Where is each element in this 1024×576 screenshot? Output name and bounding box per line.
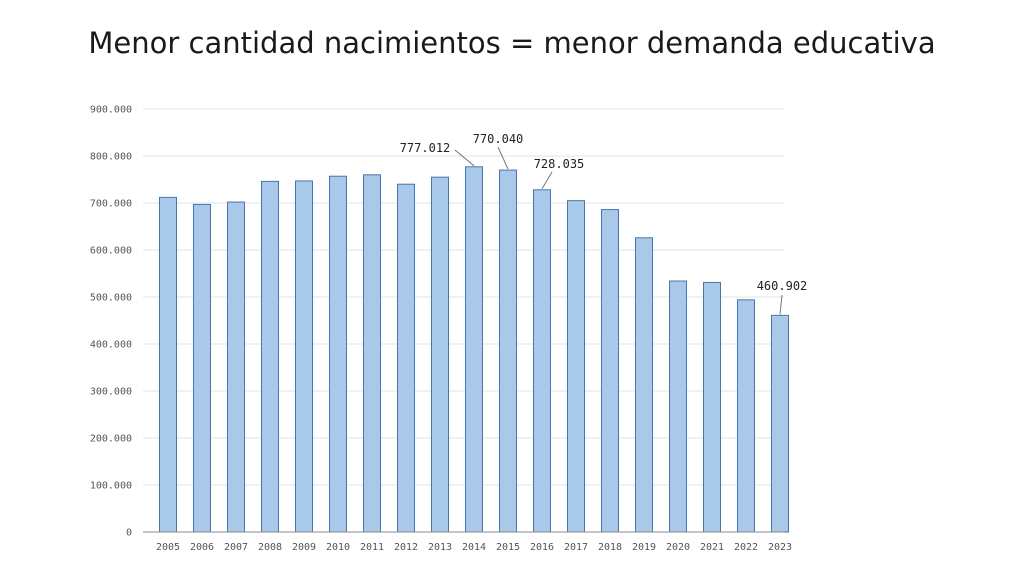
x-tick-label: 2010 (326, 542, 350, 553)
bar (363, 174, 381, 533)
x-tick-label: 2006 (190, 542, 214, 553)
bar (431, 176, 449, 533)
y-tick-label: 200.000 (90, 434, 132, 445)
bar (703, 281, 721, 533)
y-tick-label: 900.000 (90, 105, 132, 116)
y-tick-label: 500.000 (90, 293, 132, 304)
bar (193, 203, 211, 533)
data-label-leader (779, 294, 783, 315)
bar (329, 175, 347, 533)
x-tick-label: 2019 (632, 542, 656, 553)
x-tick-label: 2009 (292, 542, 316, 553)
y-tick-label: 800.000 (90, 152, 132, 163)
data-label: 770.040 (473, 132, 524, 146)
bar (295, 180, 313, 533)
x-tick-label: 2020 (666, 542, 690, 553)
x-tick-label: 2022 (734, 542, 758, 553)
x-tick-label: 2021 (700, 542, 724, 553)
x-tick-label: 2012 (394, 542, 418, 553)
x-tick-label: 2011 (360, 542, 384, 553)
bar (159, 196, 177, 533)
slide-title: Menor cantidad nacimientos = menor deman… (88, 26, 936, 60)
x-tick-label: 2013 (428, 542, 452, 553)
y-tick-label: 400.000 (90, 340, 132, 351)
x-tick-label: 2014 (462, 542, 486, 553)
bar (737, 299, 755, 533)
x-tick-label: 2008 (258, 542, 282, 553)
bar (601, 209, 619, 533)
bar (567, 200, 585, 533)
y-tick-label: 100.000 (90, 481, 132, 492)
bar (227, 201, 245, 533)
x-tick-label: 2007 (224, 542, 248, 553)
bar (635, 237, 653, 533)
data-label: 777.012 (400, 141, 451, 155)
data-label: 460.902 (757, 279, 808, 293)
bar (465, 166, 483, 533)
x-tick-label: 2023 (768, 542, 792, 553)
y-tick-label: 0 (126, 528, 132, 539)
bar (261, 180, 279, 533)
bar (499, 169, 517, 533)
x-tick-label: 2016 (530, 542, 554, 553)
y-tick-label: 600.000 (90, 246, 132, 257)
y-tick-label: 700.000 (90, 199, 132, 210)
bar (771, 314, 789, 533)
bar (669, 280, 687, 533)
bar (533, 189, 551, 533)
y-tick-label: 300.000 (90, 387, 132, 398)
data-label-leader (541, 171, 553, 190)
bar (397, 183, 415, 533)
x-tick-label: 2017 (564, 542, 588, 553)
x-tick-label: 2005 (156, 542, 180, 553)
data-label-leader (497, 146, 509, 170)
data-label-leader (454, 149, 475, 167)
data-label: 728.035 (534, 157, 585, 171)
x-tick-label: 2018 (598, 542, 622, 553)
x-tick-label: 2015 (496, 542, 520, 553)
